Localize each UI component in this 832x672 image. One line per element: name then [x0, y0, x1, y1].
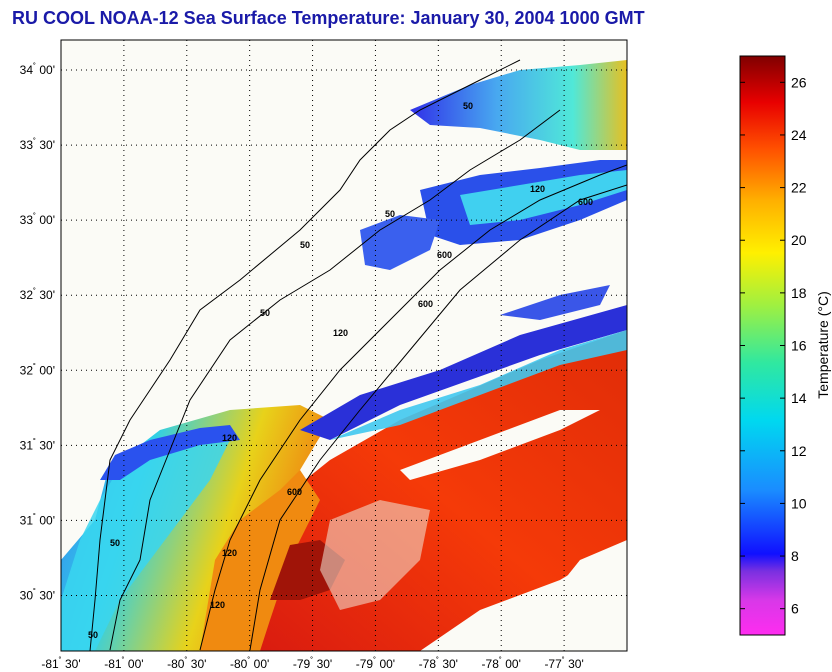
- north-band-2-cyan: [460, 170, 627, 225]
- lat-tick-label: 33˚ 30': [20, 137, 55, 152]
- longitude-labels: -81˚ 30' -81˚ 00' -80˚ 30' -80˚ 00' -79˚ 30'…: [41, 656, 583, 671]
- shelf-water-cyan: [61, 430, 230, 651]
- frontal-band: [300, 305, 627, 440]
- isobath-120: [199, 164, 627, 651]
- isobath-label: 120: [333, 328, 348, 338]
- lon-tick-label: -79˚ 30': [293, 656, 332, 671]
- isobaths: [89, 59, 627, 651]
- isobath-label: 50: [88, 630, 98, 640]
- isobath-label: 120: [222, 548, 237, 558]
- isobath-label: 120: [530, 184, 545, 194]
- plot-frame: [60, 39, 628, 652]
- lon-tick-label: -78˚ 30': [419, 656, 458, 671]
- isobath-label: 50: [260, 308, 270, 318]
- isobath-label: 600: [437, 250, 452, 260]
- isobath-label: 600: [418, 299, 433, 309]
- lat-tick-label: 32˚ 30': [20, 287, 55, 302]
- lat-tick-label: 32˚ 00': [20, 362, 55, 377]
- isobath-600: [249, 184, 627, 651]
- north-shelf: [410, 60, 627, 150]
- isobath-labels: 50 50 50 50 120 120 120 120 600 600 600 …: [88, 101, 593, 640]
- lat-tick-label: 33˚ 00': [20, 212, 55, 227]
- cloud-band: [400, 410, 600, 480]
- isobath-label: 600: [287, 487, 302, 497]
- frontal-band-cyan: [330, 330, 627, 440]
- cloud-east: [540, 540, 627, 651]
- lat-tick-label: 30˚ 30': [20, 587, 55, 602]
- isobath-label: 50: [385, 209, 395, 219]
- lon-tick-label: -78˚ 00': [482, 656, 521, 671]
- lat-tick-label: 31˚ 30': [20, 437, 55, 452]
- isobath-label: 50: [300, 240, 310, 250]
- sst-field: [61, 40, 627, 651]
- lon-tick-label: -79˚ 00': [356, 656, 395, 671]
- lat-tick-label: 34˚ 00': [20, 62, 55, 77]
- map-title: RU COOL NOAA-12 Sea Surface Temperature:…: [12, 8, 645, 28]
- lon-tick-label: -81˚ 30': [41, 656, 80, 671]
- lon-tick-label: -80˚ 30': [167, 656, 206, 671]
- lon-tick-label: -77˚ 30': [544, 656, 583, 671]
- isobath-label: 50: [110, 538, 120, 548]
- lon-tick-label: -81˚ 00': [104, 656, 143, 671]
- isobath-label: 50: [463, 101, 473, 111]
- gulf-stream-orange: [200, 470, 320, 651]
- isobath-label: 600: [578, 197, 593, 207]
- north-patch-2: [500, 285, 610, 320]
- isobath-label: 120: [222, 433, 237, 443]
- isobath-label: 120: [210, 600, 225, 610]
- north-patch: [360, 215, 440, 270]
- latitude-labels: 34˚ 00' 33˚ 30' 33˚ 00' 32˚ 30' 32˚ 00' 31˚ 3…: [20, 62, 55, 602]
- shelf-water-blue: [100, 425, 240, 480]
- isobath-50: [109, 109, 561, 651]
- lon-tick-label: -80˚ 00': [230, 656, 269, 671]
- coastline: [89, 59, 521, 651]
- lat-tick-label: 31˚ 00': [20, 512, 55, 527]
